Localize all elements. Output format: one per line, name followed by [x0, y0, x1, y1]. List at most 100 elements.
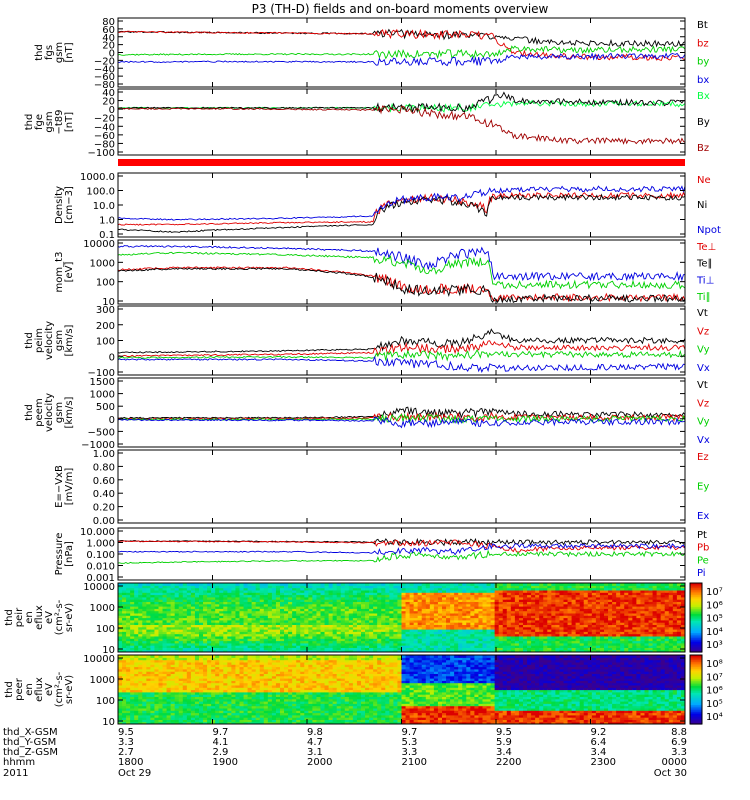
ephem-value-1-5: 6.4 [591, 737, 607, 748]
efield-legend-0: Ez [697, 452, 709, 463]
ephem-value-0-4: 9.5 [496, 727, 512, 738]
peir-spectrogram-ylabel: thdpeirenefluxeV(cm²-s-sr-eV) [4, 599, 75, 635]
peem-velocity-ytick-0: 1500 [90, 377, 115, 388]
panel-temperature: Te⊥ Te∥ Ti⊥ Ti∥ 10000 1000 100 10 mom_t3[eV] [54, 239, 716, 308]
pressure-ytick-4: 0.001 [86, 573, 115, 584]
pressure-series-1 [118, 539, 685, 553]
peim-velocity-legend-1: Vz [697, 326, 709, 337]
peir-spectrogram-colorbar: 10⁷ 10⁶ 10⁵ 10⁴ 10³ [689, 582, 723, 653]
ephem-value-0-0: 9.5 [118, 727, 134, 738]
temperature-legend-3: Ti∥ [696, 292, 711, 303]
ephem-value-3-0: 1800 [118, 757, 143, 768]
fge-ytick-6: −80 [94, 139, 115, 150]
peem-velocity-ytick-2: 500 [96, 402, 115, 413]
fge-series-1 [118, 91, 685, 114]
fge-ylabel: thdfgegsm−t89[nT] [24, 109, 75, 134]
peim-velocity-ytick-1: 200 [96, 321, 115, 332]
density-legend-2: Npot [697, 225, 721, 236]
ephem-value-2-1: 2.9 [213, 747, 229, 758]
pressure-ylabel: Pressure[nPa] [54, 533, 75, 576]
temperature-ytick-1: 1000 [90, 258, 115, 269]
ephem-value-3-2: 2000 [307, 757, 332, 768]
fgs-ytick-8: −80 [94, 80, 115, 91]
peem-velocity-ylabel: thdpeemvelocitygsm[km/s] [24, 393, 75, 432]
ephem-value-0-3: 9.7 [402, 727, 418, 738]
ephem-value-1-0: 3.3 [118, 737, 134, 748]
ephem-value-2-6: 3.3 [671, 747, 687, 758]
ephem-value-3-4: 2200 [496, 757, 521, 768]
ephem-label-1: thd_Y-GSM [3, 737, 56, 748]
fgs-ytick-5: −20 [94, 56, 115, 67]
peir-spectrogram-ytick-0: 10000 [83, 582, 115, 593]
density-series-2 [118, 185, 685, 221]
plot-title: P3 (TH-D) fields and on-board moments ov… [252, 2, 549, 16]
peir-spectrogram-ytick-2: 100 [96, 624, 115, 635]
fgs-ytick-1: 60 [102, 25, 115, 36]
peim-velocity-ytick-2: 100 [96, 337, 115, 348]
temperature-series-3 [118, 251, 685, 290]
peem-velocity-legend-3: Vx [697, 435, 710, 446]
peer-spectrogram-ytick-0: 10000 [83, 654, 115, 665]
ephem-value-2-5: 3.4 [591, 747, 607, 758]
ephem-value-3-5: 2300 [591, 757, 616, 768]
peir-spectrogram-ytick-1: 1000 [90, 603, 115, 614]
fgs-ytick-6: −40 [94, 64, 115, 75]
ephem-value-2-3: 3.3 [402, 747, 418, 758]
fge-ytick-0: 40 [102, 88, 115, 99]
ephem-value-0-5: 9.2 [591, 727, 607, 738]
panel-density: Ne Ni Npot 1000.0 100.0 10.0 1.0 0.1 Density[cm−… [54, 172, 721, 241]
fgs-ytick-3: 20 [102, 41, 115, 52]
ephem-value-1-4: 5.9 [496, 737, 512, 748]
peir-spectrogram-ytick-3: 10 [102, 645, 115, 656]
peir-spectrogram-colorbar-tick-1: 10⁶ [706, 600, 723, 611]
ephem-value-2-0: 2.7 [118, 747, 134, 758]
ephem-label-3: hhmm [3, 757, 35, 768]
mode-bar [118, 159, 685, 166]
peer-spectrogram-ytick-1: 1000 [90, 675, 115, 686]
efield-ytick-1: 0.80 [93, 462, 115, 473]
fgs-ytick-2: 40 [102, 33, 115, 44]
peim-velocity-series-3 [118, 355, 685, 373]
temperature-legend-2: Ti⊥ [696, 275, 714, 286]
ephem-value-1-1: 4.1 [213, 737, 229, 748]
ephem-value-0-6: 8.8 [671, 727, 687, 738]
density-legend-0: Ne [697, 175, 711, 186]
pressure-legend-2: Pe [697, 555, 709, 566]
peir-spectrogram-cells [118, 583, 685, 652]
temperature-ylabel: mom_t3[eV] [54, 252, 75, 293]
ephem-date-start: Oct 29 [118, 768, 151, 779]
peim-velocity-legend-0: Vt [697, 308, 708, 319]
peim-velocity-ytick-3: 0 [109, 352, 115, 363]
fgs-ytick-4: 0 [109, 49, 115, 60]
efield-ytick-2: 0.60 [93, 476, 115, 487]
ephem-date-end: Oct 30 [654, 768, 687, 779]
peer-spectrogram-colorbar: 10⁸ 10⁷ 10⁶ 10⁵ 10⁴ [689, 654, 723, 725]
density-ytick-2: 10.0 [93, 201, 115, 212]
fge-legend-2: Bz [697, 143, 709, 154]
fgs-ytick-7: −60 [94, 72, 115, 83]
fgs-legend-3: bx [697, 75, 709, 86]
peer-spectrogram-colorbar-tick-2: 10⁶ [706, 686, 723, 697]
density-ytick-1: 100.0 [86, 187, 115, 198]
density-ylabel: Density[cm−3] [54, 186, 75, 224]
pressure-ytick-1: 1.000 [86, 539, 115, 550]
ephem-value-2-2: 3.1 [307, 747, 323, 758]
density-ytick-4: 0.1 [99, 230, 115, 241]
peim-velocity-ylabel: thdpeimvelocitygsm[km/s] [24, 321, 75, 360]
peem-velocity-legend-0: Vt [697, 380, 708, 391]
ephem-value-3-3: 2100 [402, 757, 427, 768]
pressure-series-3 [118, 542, 685, 556]
peem-velocity-ytick-1: 1000 [90, 390, 115, 401]
peim-velocity-series-2 [118, 349, 685, 362]
panel-peim-velocity: Vt Vz Vy Vx 300 200 100 0 −100 thdpeimvelocitygsm… [24, 305, 710, 379]
fge-ytick-3: −20 [94, 114, 115, 125]
density-legend-1: Ni [697, 200, 707, 211]
fgs-ylabel: thdfgsgsm[nT] [34, 42, 75, 63]
peer-spectrogram-colorbar-tick-1: 10⁷ [706, 672, 723, 683]
density-series-0 [118, 191, 685, 226]
efield-ytick-5: 0.00 [93, 516, 115, 527]
ephem-value-2-4: 3.4 [496, 747, 512, 758]
